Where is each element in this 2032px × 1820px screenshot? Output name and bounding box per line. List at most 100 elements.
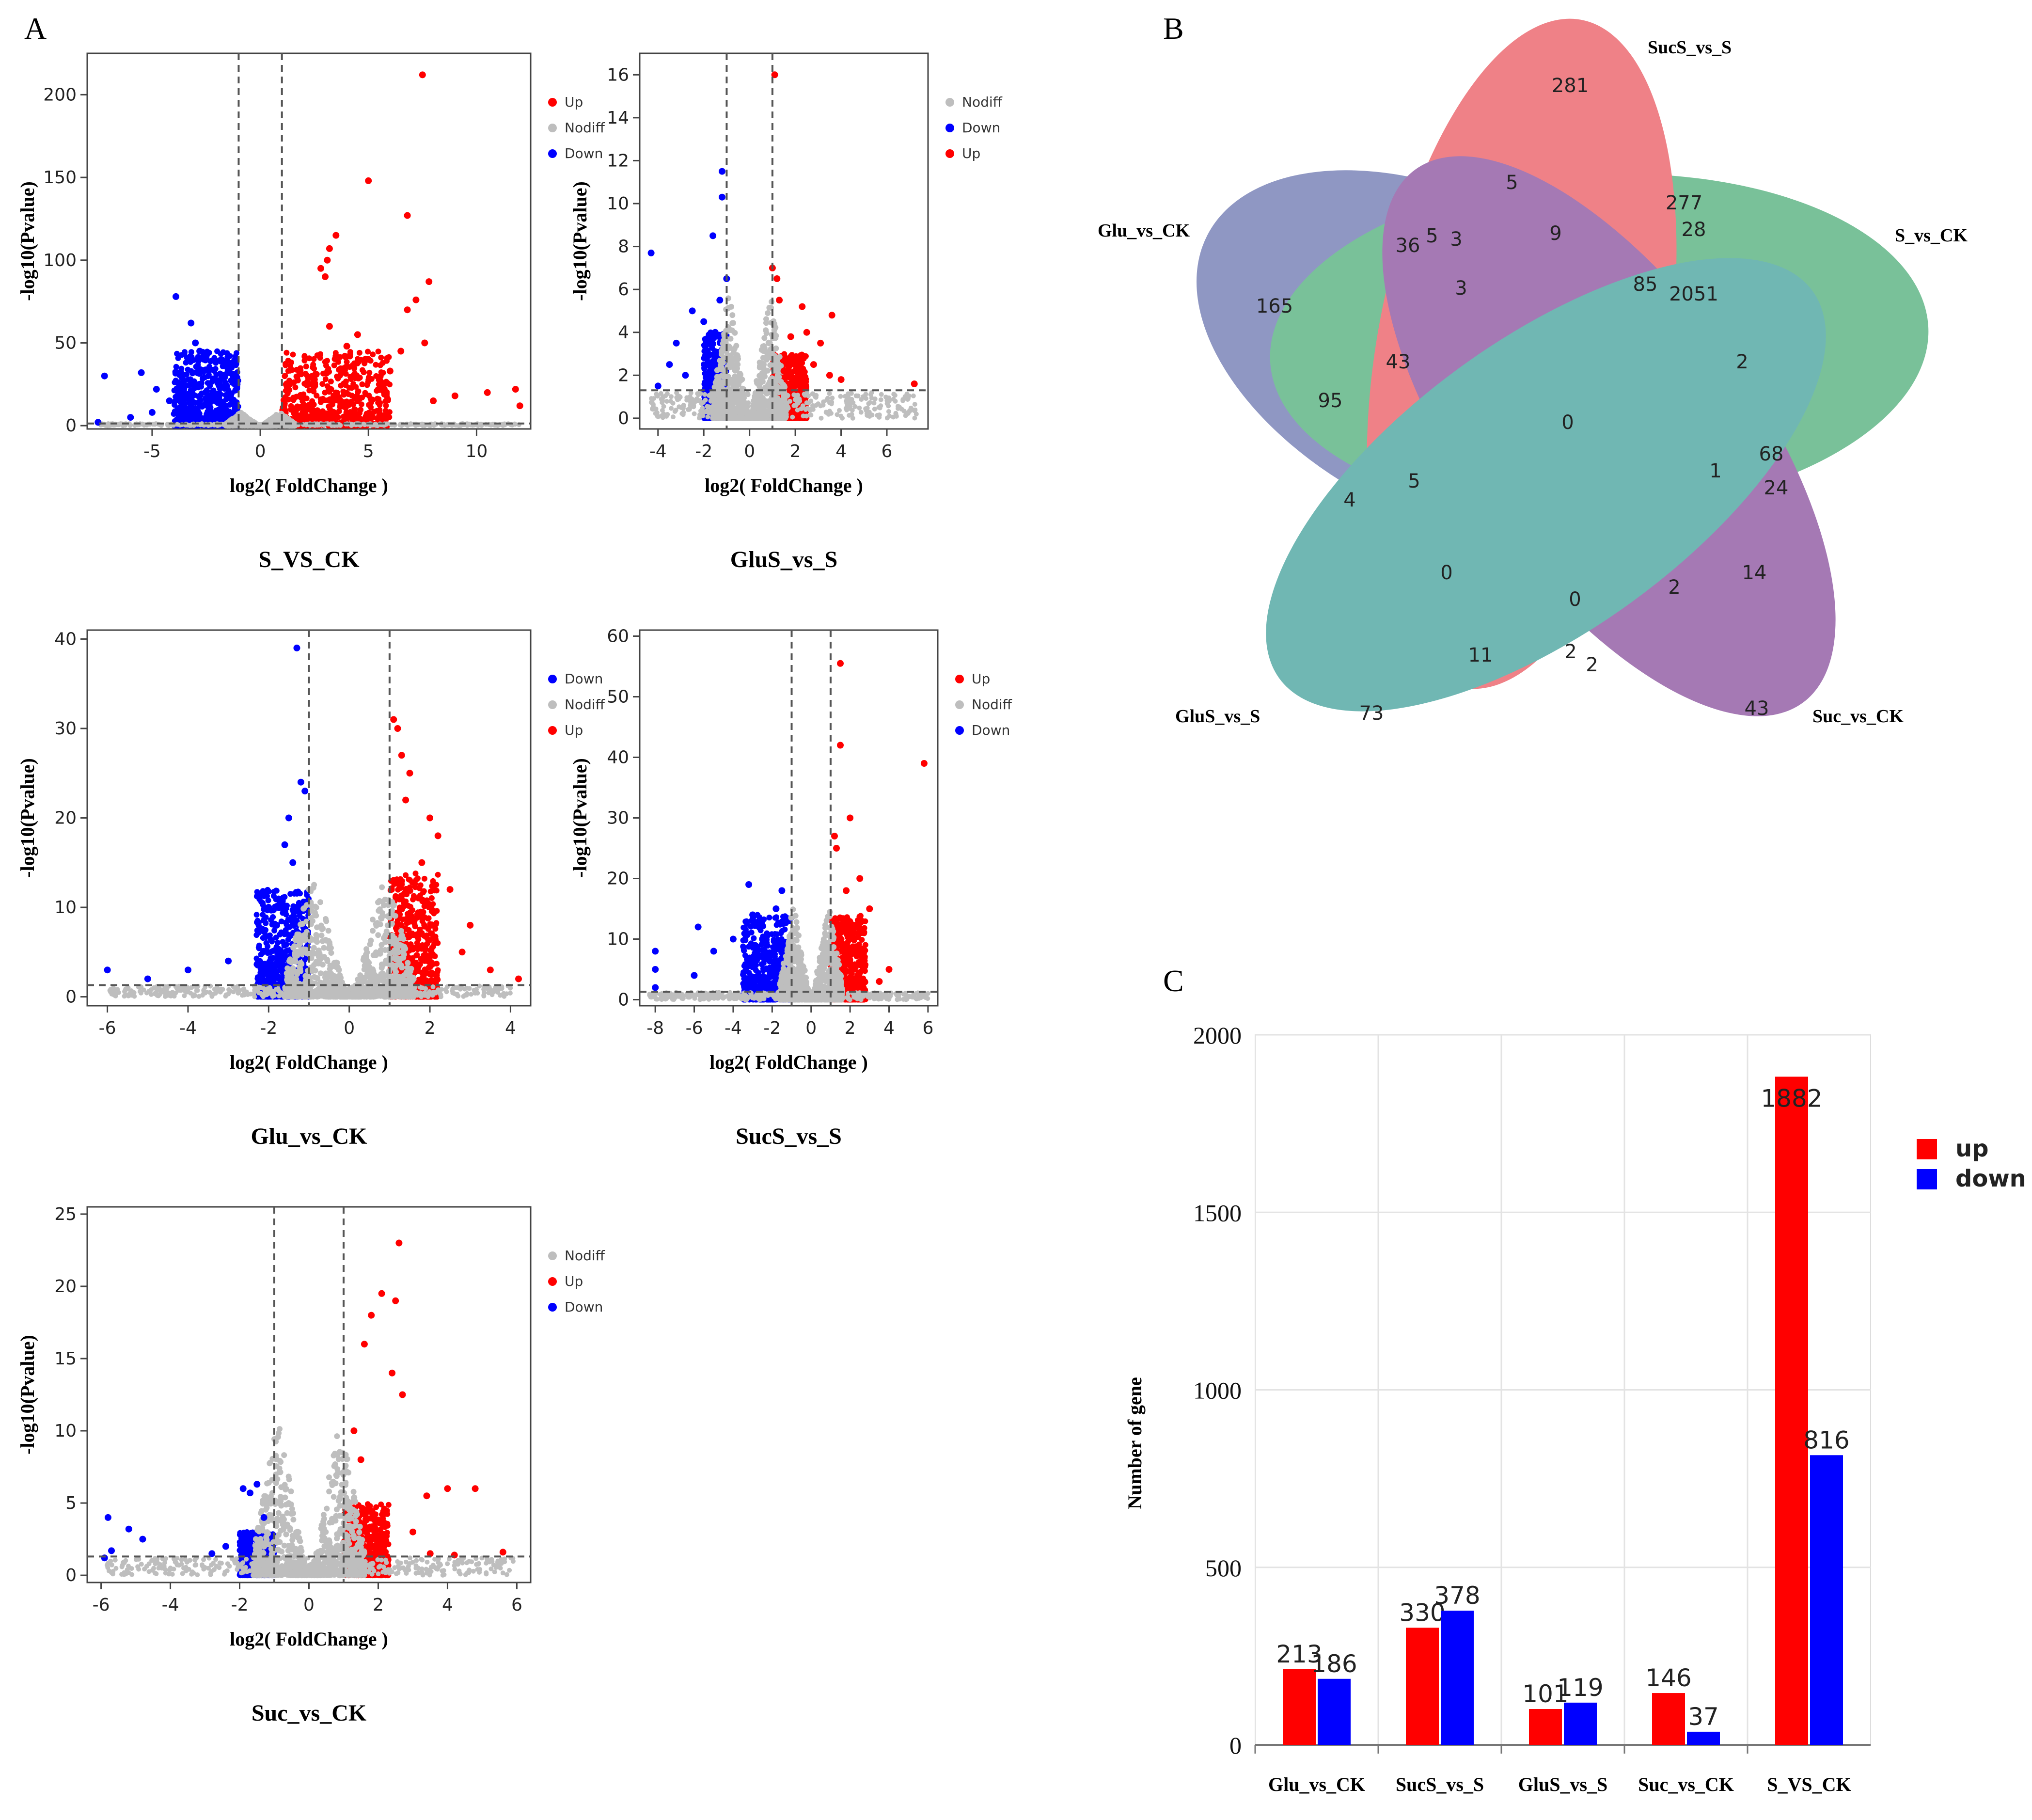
point-up <box>336 396 343 402</box>
point-up <box>385 415 391 421</box>
point-up <box>344 411 350 417</box>
point-up <box>425 278 433 285</box>
plot-frame <box>86 52 532 430</box>
point-down <box>173 293 179 300</box>
point-down <box>223 371 229 378</box>
point-nodiff <box>729 312 736 318</box>
point-up <box>311 356 317 362</box>
point-up <box>355 388 362 395</box>
point-up <box>296 405 302 411</box>
point-down <box>226 409 233 414</box>
point-down <box>188 387 194 393</box>
x-tick-label: -5 <box>143 442 161 461</box>
point-up <box>322 273 329 280</box>
point-up <box>386 367 394 375</box>
panel-label-a: A <box>24 11 47 46</box>
point-down <box>231 396 237 403</box>
point-up <box>285 358 291 364</box>
point-up <box>377 402 383 408</box>
point-nodiff <box>760 348 766 354</box>
point-down <box>183 360 189 366</box>
point-up <box>380 370 386 376</box>
point-up <box>310 362 316 368</box>
point-up <box>343 343 350 350</box>
point-nodiff <box>878 397 883 402</box>
point-up <box>377 407 383 413</box>
point-down <box>95 419 102 426</box>
point-up <box>356 349 362 356</box>
point-up <box>352 406 358 412</box>
point-nodiff <box>760 355 766 361</box>
point-nodiff <box>772 324 779 331</box>
point-down <box>148 409 156 416</box>
point-up <box>368 404 374 411</box>
point-up <box>366 369 373 376</box>
point-up <box>305 376 312 381</box>
point-up <box>350 362 357 368</box>
point-up <box>324 256 331 264</box>
panel-label-c: C <box>1163 964 1184 998</box>
point-up <box>337 365 344 371</box>
point-down <box>228 392 235 398</box>
point-nodiff <box>500 423 505 428</box>
point-up <box>404 212 411 219</box>
point-nodiff <box>759 373 765 379</box>
point-down <box>234 385 240 391</box>
point-up <box>484 389 491 396</box>
point-down <box>181 351 188 357</box>
point-down <box>186 405 192 411</box>
point-up <box>412 296 420 303</box>
point-up <box>365 374 372 380</box>
point-nodiff <box>721 343 726 349</box>
point-down <box>188 319 195 327</box>
point-nodiff <box>853 393 859 398</box>
point-nodiff <box>315 423 320 428</box>
point-nodiff <box>858 410 864 415</box>
point-down <box>233 362 239 368</box>
point-up <box>364 382 370 388</box>
point-up <box>378 354 384 361</box>
point-up <box>292 384 299 391</box>
point-down <box>184 371 189 378</box>
point-up <box>365 348 371 355</box>
y-axis-label: -log10(Pvalue) <box>16 181 38 301</box>
point-down <box>185 366 191 373</box>
point-down <box>196 348 204 355</box>
point-down <box>214 348 221 354</box>
point-up <box>314 393 320 399</box>
point-up <box>323 363 329 369</box>
legend-marker-up <box>548 98 557 107</box>
point-up <box>373 362 379 368</box>
point-down <box>217 380 223 386</box>
plot-title: S_VS_CK <box>258 547 359 572</box>
point-up <box>332 232 340 239</box>
legend-marker-down <box>548 149 557 158</box>
point-nodiff <box>717 366 723 372</box>
point-up <box>375 348 381 355</box>
point-down <box>708 366 714 372</box>
point-up <box>516 402 523 410</box>
point-up <box>284 380 290 386</box>
y-tick-label: 0 <box>65 416 77 436</box>
point-up <box>283 388 289 394</box>
point-down <box>190 399 197 405</box>
point-down <box>186 382 192 388</box>
point-up <box>512 386 519 393</box>
point-up <box>303 364 309 370</box>
point-down <box>209 366 215 373</box>
point-up <box>306 355 313 362</box>
point-up <box>356 359 362 365</box>
point-up <box>382 408 389 414</box>
point-nodiff <box>737 370 743 377</box>
point-down <box>176 391 182 397</box>
point-nodiff <box>755 378 761 384</box>
point-down <box>212 357 219 363</box>
point-nodiff <box>420 423 425 428</box>
y-tick-label: 200 <box>43 85 77 105</box>
point-down <box>203 367 209 373</box>
y-tick-label: 100 <box>43 251 77 270</box>
point-down <box>215 393 221 398</box>
point-down <box>188 376 193 382</box>
point-up <box>384 358 390 364</box>
